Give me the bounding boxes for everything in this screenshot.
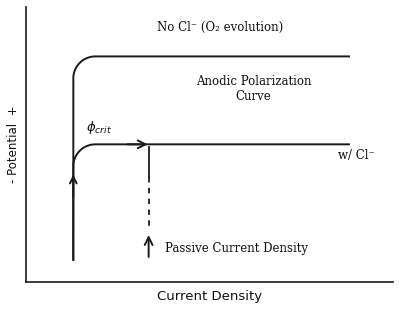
Text: Passive Current Density: Passive Current Density [165, 242, 308, 255]
Text: w/ Cl⁻: w/ Cl⁻ [338, 149, 375, 162]
Text: No Cl⁻ (O₂ evolution): No Cl⁻ (O₂ evolution) [157, 21, 284, 34]
X-axis label: Current Density: Current Density [157, 290, 262, 303]
Text: Anodic Polarization
Curve: Anodic Polarization Curve [196, 75, 311, 103]
Text: $\phi_{crit}$: $\phi_{crit}$ [86, 119, 112, 136]
Y-axis label: - Potential  +: - Potential + [7, 106, 20, 183]
